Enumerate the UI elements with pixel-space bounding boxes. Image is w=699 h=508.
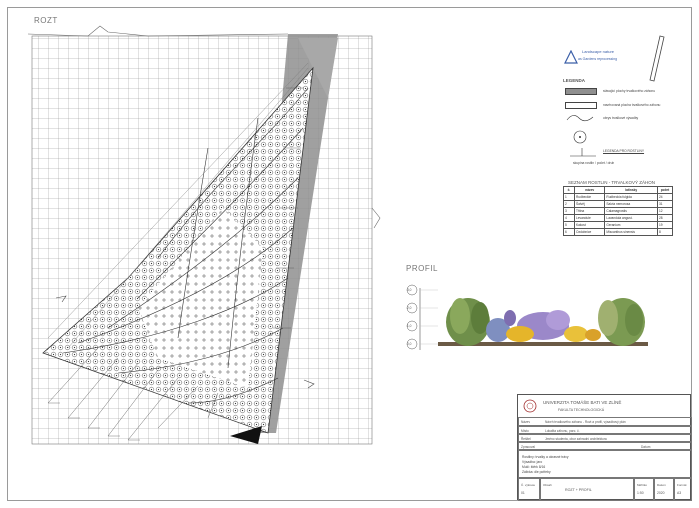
- section-scale-mark-3: 1,0: [407, 324, 412, 328]
- label-leaders: [47, 347, 219, 441]
- grass-clump-left: [446, 298, 490, 346]
- title-row-3: Řešitel Jméno studenta, obor zahradní ar…: [518, 434, 692, 442]
- legend-item-2: navrhovaná plocha trvalkového záhonu: [603, 103, 661, 107]
- title-footer-3: Měřítko 1:50: [634, 478, 654, 501]
- title-footer-2: Obsah ROZT + PROFIL: [540, 478, 634, 501]
- section-mark-right: [303, 379, 315, 389]
- legend-outline-icon: [566, 115, 594, 122]
- yellow-flowers: [506, 326, 601, 342]
- planting-drifts: [62, 87, 309, 404]
- title-footer-4: Datum 2020: [654, 478, 674, 501]
- legend-swatch-existing: [565, 88, 597, 95]
- logo-line-2: as Gardens reprocessing: [578, 57, 618, 61]
- scale-bar-icon: [649, 35, 665, 82]
- logo-line-1: Landscape nature: [582, 49, 615, 54]
- title-notes: Rostliny: trvalky a okrasné trávy Výsadb…: [518, 450, 692, 478]
- table-row: 6 Ozdobnice Miscanthus sinensis 8: [563, 228, 673, 236]
- title-block: UNIVERZITA TOMÁŠE BATI VE ZLÍNĚ FAKULTA …: [517, 394, 692, 501]
- table-row: 4 Levandule Lavandula angust. 28: [563, 214, 673, 222]
- section-scale-mark-4: 0,0: [407, 342, 412, 346]
- legend-plant-symbol-icon: [573, 130, 587, 144]
- legend-tag-icon: [570, 148, 596, 157]
- title-row-1: Název Návrh trvalkového záhonu - Rozt a …: [518, 417, 692, 426]
- section-scale-mark-1: 3,0: [407, 288, 412, 292]
- planting-plan: [27, 25, 381, 445]
- university-seal-icon: [523, 399, 537, 413]
- section-mark-left: [55, 295, 67, 303]
- legend-item-3: obrys trvalkové výsadby: [603, 116, 639, 120]
- site-boundary: [27, 25, 289, 37]
- legend-item-1: stávající plochy trvalkového záhonu: [603, 89, 656, 93]
- title-footer-5: Formát A3: [674, 478, 692, 501]
- table-row: 1 Rudbeckie Rudbeckia fulgida 24: [563, 193, 673, 201]
- plant-tag-labels: [48, 87, 304, 441]
- bed-outline: [42, 66, 314, 434]
- title-footer-1: Č. výkresu 01: [518, 478, 540, 501]
- species-table-title: SEZNAM ROSTLIN - TRVALKOVÝ ZÁHON: [568, 180, 656, 185]
- title-subheader: Zpracoval Datum: [518, 442, 692, 450]
- legend-sub-caption: skupina rostlin / počet / druh: [573, 161, 615, 165]
- table-row: 5 Kakost Geranium 19: [563, 221, 673, 229]
- legend-title: LEGENDA: [563, 78, 586, 83]
- section-scale-mark-2: 2,0: [407, 306, 412, 310]
- plan-title: ROZT: [34, 16, 58, 25]
- drawing-sheet: ROZT: [7, 7, 692, 501]
- grass-clump-right: [598, 298, 645, 346]
- north-arrow: [230, 426, 262, 444]
- species-table: č. název latinsky počet 1 Rudbeckie Rudb…: [563, 186, 673, 236]
- section-title: PROFIL: [406, 264, 438, 273]
- table-row: 2 Šalvěj Salvia nemorosa 31: [563, 200, 673, 208]
- logo-icon: [564, 50, 578, 64]
- blue-perennials: [486, 310, 516, 342]
- legend-swatch-proposed: [565, 102, 597, 109]
- species-table-header: č. název latinsky počet: [563, 186, 673, 194]
- faculty-name: FAKULTA TECHNOLOGICKÁ: [558, 408, 605, 412]
- legend-item-4: LEGENDA PRO ROSTLINY: [603, 149, 645, 153]
- title-row-2: Místo Lokalita záhonu, parc. č.: [518, 426, 692, 434]
- university-name: UNIVERZITA TOMÁŠE BATI VE ZLÍNĚ: [543, 400, 622, 405]
- planting-section-illustration: [406, 284, 648, 350]
- table-row: 3 Třtina Calamagrostis 12: [563, 207, 673, 215]
